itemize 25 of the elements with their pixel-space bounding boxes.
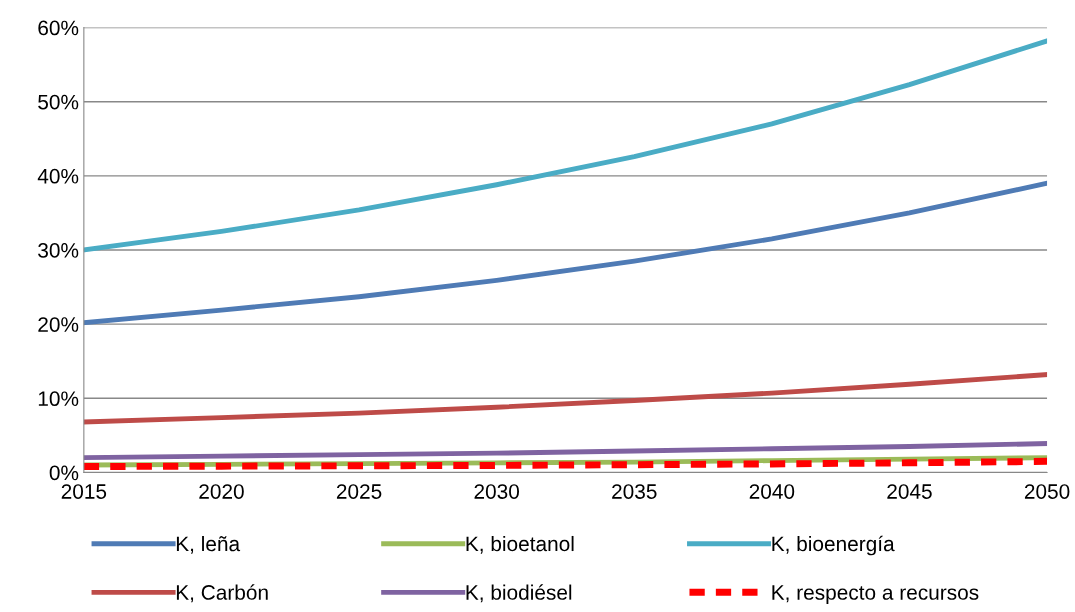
y-tick-label: 50%	[38, 94, 79, 110]
y-tick-label: 0%	[49, 465, 79, 481]
y-tick-label: 10%	[38, 391, 79, 407]
legend-label: K, bioetanol	[466, 535, 574, 554]
line-series	[83, 372, 1048, 425]
legend-label: K, biodiésel	[466, 584, 572, 603]
x-tick-label: 2030	[474, 484, 520, 499]
legend-label: K, Carbón	[176, 584, 268, 603]
legend-label: K, leña	[176, 535, 241, 554]
line-series	[83, 38, 1048, 253]
legend-label: K, respecto a recursos	[772, 585, 979, 604]
y-tick-label: 40%	[37, 168, 79, 184]
x-tick-label: 2045	[887, 484, 932, 499]
x-tick-label: 2015	[61, 484, 107, 499]
line-series	[83, 441, 1048, 461]
x-tick-label: 2025	[336, 484, 382, 499]
x-tick-label: 2020	[199, 484, 244, 499]
y-tick-label: 20%	[38, 317, 79, 332]
y-tick-label: 30%	[38, 243, 79, 258]
x-tick-label: 2040	[749, 484, 795, 499]
line-series	[83, 180, 1048, 326]
legend-label: K, bioenergía	[772, 535, 895, 556]
y-tick-label: 60%	[38, 20, 79, 36]
x-tick-label: 2035	[612, 484, 657, 499]
x-tick-label: 2050	[1024, 484, 1070, 499]
